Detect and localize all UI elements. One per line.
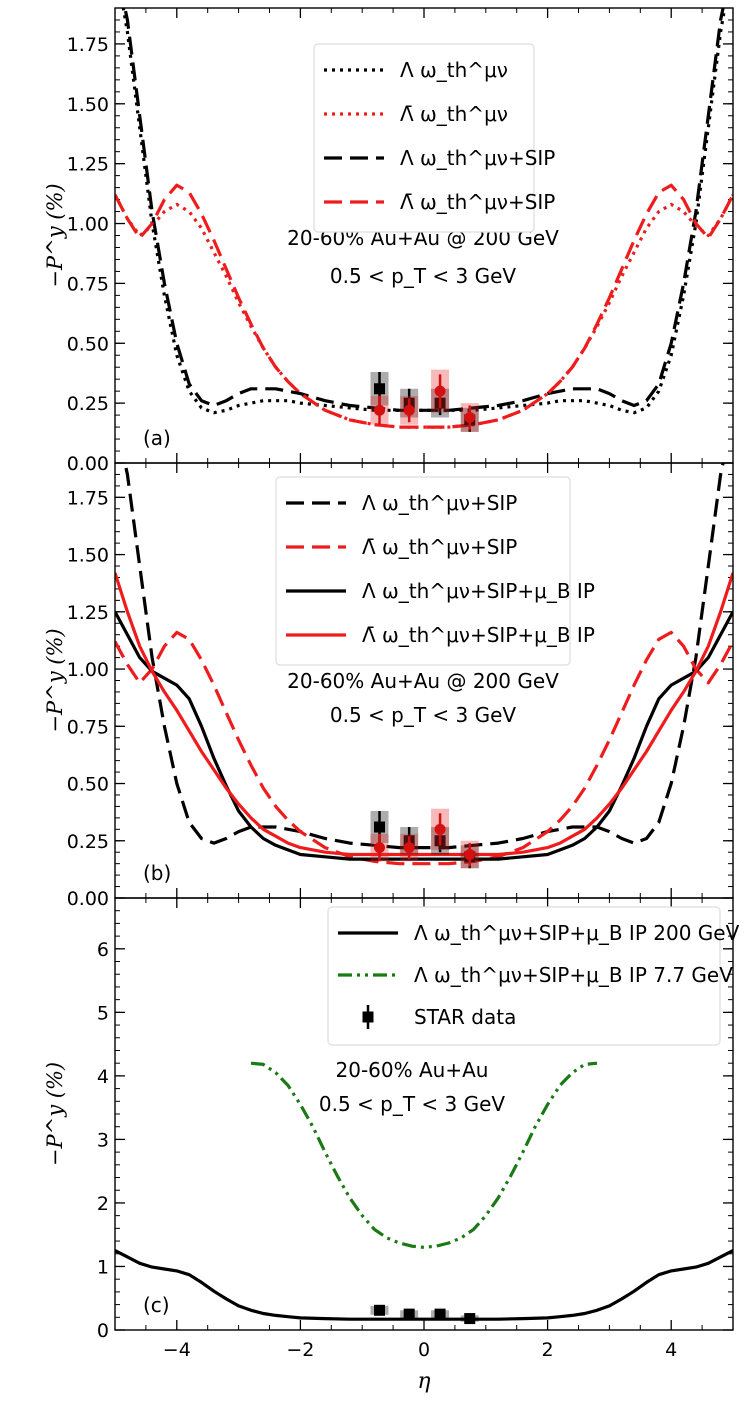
- star-point: [403, 404, 415, 416]
- legend-label: Λ ω_th^μν+SIP: [362, 491, 517, 515]
- legend-marker: [362, 1011, 374, 1023]
- star-point: [464, 849, 476, 860]
- series-line-0: [115, 1249, 733, 1321]
- series-line-1: [250, 1061, 598, 1250]
- y-tick-label: 5: [97, 1002, 109, 1024]
- legend-label: Λ ω_th^μν: [400, 58, 508, 82]
- annotation: 20-60% Au+Au @ 200 GeV: [287, 669, 559, 693]
- y-tick-label: 1.75: [67, 487, 109, 509]
- star-point: [464, 412, 476, 423]
- panel-label: (b): [143, 861, 171, 885]
- y-tick-label: 1.50: [67, 545, 109, 567]
- x-tick-label: −4: [163, 1339, 191, 1361]
- y-axis-label: −P^y (%): [43, 628, 67, 732]
- x-axis-label: η: [417, 1369, 430, 1394]
- panel-label: (a): [143, 426, 171, 450]
- annotation: 0.5 < p_T < 3 GeV: [319, 1092, 506, 1116]
- star-point: [374, 1304, 386, 1316]
- y-axis-label: −P^y (%): [43, 183, 67, 287]
- star-point: [403, 842, 415, 854]
- star-point: [374, 404, 386, 416]
- y-tick-label: 1: [97, 1256, 109, 1278]
- x-tick-label: 2: [542, 1339, 554, 1361]
- star-point: [434, 385, 446, 397]
- series-line-1: [115, 630, 733, 866]
- y-tick-label: 0.50: [67, 774, 109, 796]
- y-tick-label: 2: [97, 1193, 109, 1215]
- star-point: [374, 821, 386, 833]
- y-tick-label: 6: [97, 939, 109, 961]
- y-tick-label: 0.25: [67, 393, 109, 415]
- legend: Λ ω_th^μν+SIP Λ̄ ω_th^μν+SIP Λ ω_th^μν+SIP…: [275, 476, 595, 666]
- annotation: 0.5 < p_T < 3 GeV: [330, 703, 517, 727]
- legend-label: Λ̄ ω_th^μν+SIP+μ_B IP: [362, 623, 595, 647]
- y-tick-label: 0.75: [67, 273, 109, 295]
- star-point: [374, 842, 386, 854]
- panel-label: (c): [143, 1293, 170, 1317]
- y-axis-label: −P^y (%): [43, 1062, 67, 1166]
- legend-label: Λ̄ ω_th^μν+SIP: [362, 535, 517, 559]
- y-tick-label: 1.75: [67, 34, 109, 56]
- star-point: [434, 1308, 446, 1320]
- star-point: [403, 1308, 415, 1320]
- y-tick-label: 0.75: [67, 716, 109, 738]
- series-line-2: [123, 8, 725, 412]
- legend-label: STAR data: [414, 1005, 516, 1029]
- panel-b: 0.00 0.25 0.50 0.75 1.00 1.25 1.50 1.75 (b) −P^y …: [43, 462, 734, 910]
- series-line-1: [115, 194, 733, 429]
- plot-frame: [114, 897, 734, 1331]
- y-tick-label: 1.00: [67, 214, 109, 236]
- legend-label: Λ̄ ω_th^μν+SIP: [400, 190, 555, 214]
- y-tick-label: 0.00: [67, 453, 109, 475]
- legend-label: Λ ω_th^μν+SIP+μ_B IP 7.7 GeV: [414, 963, 733, 987]
- series-line-2: [115, 611, 733, 861]
- series-line-0: [123, 463, 725, 850]
- x-tick-label: 4: [665, 1339, 677, 1361]
- legend-label: Λ̄ ω_th^μν: [400, 102, 508, 126]
- y-tick-label: 3: [97, 1129, 109, 1151]
- y-tick-label: 0.00: [67, 888, 109, 910]
- y-tick-label: 0.25: [67, 831, 109, 853]
- legend: Λ ω_th^μν+SIP+μ_B IP 200 GeV Λ ω_th^μν+SI…: [327, 906, 740, 1046]
- series-line-3: [115, 183, 733, 429]
- legend: Λ ω_th^μν Λ̄ ω_th^μν Λ ω_th^μν+SIP Λ̄ ω_th^…: [313, 43, 555, 233]
- annotation: 20-60% Au+Au: [336, 1058, 489, 1082]
- series-line-3: [115, 572, 733, 857]
- panel-c: 0 1 2 3 4 5 6 (c) −P^y (%) 20-60% Au+Au 0.5 < p_T …: [43, 897, 740, 1394]
- x-tick-label: 0: [418, 1339, 430, 1361]
- y-tick-label: 1.50: [67, 94, 109, 116]
- y-tick-label: 1.25: [67, 602, 109, 624]
- star-point: [374, 383, 386, 395]
- star-point: [464, 1313, 476, 1325]
- legend-label: Λ ω_th^μν+SIP: [400, 146, 555, 170]
- x-tick-label: −2: [286, 1339, 314, 1361]
- y-tick-label: 0: [97, 1320, 109, 1342]
- legend-label: Λ ω_th^μν+SIP+μ_B IP: [362, 579, 595, 603]
- panel-a: 0.00 0.25 0.50 0.75 1.00 1.25 1.50 1.75 (a) −P^y …: [43, 7, 734, 475]
- star-point: [434, 823, 446, 835]
- y-tick-label: 4: [97, 1066, 109, 1088]
- y-tick-label: 1.25: [67, 154, 109, 176]
- y-tick-label: 1.00: [67, 659, 109, 681]
- y-tick-label: 0.50: [67, 333, 109, 355]
- annotation: 0.5 < p_T < 3 GeV: [330, 264, 517, 288]
- legend-label: Λ ω_th^μν+SIP+μ_B IP 200 GeV: [414, 921, 740, 945]
